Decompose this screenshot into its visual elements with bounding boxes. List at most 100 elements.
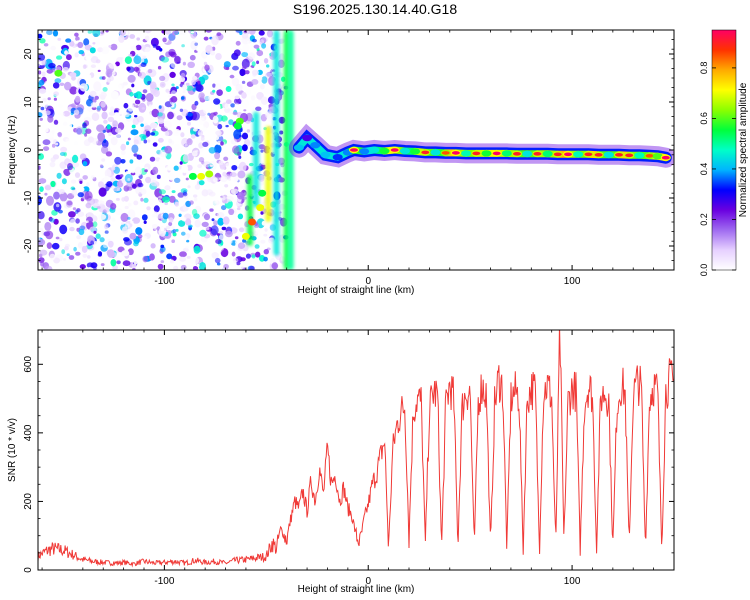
noise-speckle [172, 229, 177, 233]
ridge-peak [390, 148, 399, 152]
spectrogram-blob [54, 69, 63, 77]
noise-speckle [218, 177, 223, 181]
spectrogram-blob [188, 172, 197, 180]
noise-speckle [202, 147, 210, 154]
noise-speckle [120, 143, 126, 151]
noise-speckle [168, 165, 174, 171]
noise-speckle [160, 244, 165, 249]
ridge-peak [661, 155, 670, 160]
noise-speckle [220, 165, 226, 170]
noise-speckle [220, 176, 228, 183]
noise-speckle [58, 104, 63, 108]
noise-speckle [68, 211, 76, 218]
ridge-point [293, 144, 304, 151]
spectrogram-blob [258, 189, 267, 197]
noise-speckle [132, 217, 141, 224]
snr-series-line [38, 330, 674, 568]
noise-speckle [234, 236, 239, 240]
noise-speckle [136, 37, 140, 41]
noise-speckle [180, 72, 186, 79]
noise-speckle [103, 119, 108, 124]
noise-speckle [47, 115, 54, 123]
noise-speckle [148, 104, 153, 109]
noise-speckle [50, 45, 57, 51]
noise-speckle [121, 226, 129, 234]
noise-speckle [153, 205, 160, 213]
noise-speckle [127, 66, 135, 73]
ridge-point [430, 149, 441, 156]
noise-speckle [127, 74, 136, 83]
noise-speckle [264, 228, 268, 232]
noise-speckle [279, 130, 284, 135]
noise-speckle [44, 80, 52, 87]
noise-speckle [240, 266, 244, 270]
noise-speckle [125, 170, 130, 175]
noise-speckle [234, 103, 240, 109]
noise-speckle [228, 239, 233, 245]
noise-speckle [251, 79, 259, 85]
noise-speckle [75, 218, 80, 224]
noise-speckle [77, 192, 85, 198]
noise-speckle [86, 244, 93, 250]
noise-speckle [220, 141, 224, 146]
noise-speckle [266, 30, 274, 38]
noise-speckle [85, 56, 91, 61]
noise-speckle [122, 81, 128, 86]
noise-speckle [51, 143, 56, 148]
noise-speckle [130, 220, 134, 224]
noise-speckle [216, 233, 220, 236]
ridge-peak [421, 150, 430, 155]
noise-speckle [212, 83, 216, 88]
x-tick-label: 100 [564, 276, 581, 287]
noise-speckle [214, 144, 222, 154]
noise-speckle [129, 159, 134, 164]
noise-speckle [238, 155, 242, 159]
noise-speckle [113, 112, 119, 117]
noise-speckle [48, 62, 56, 69]
noise-speckle [124, 205, 129, 210]
noise-speckle [85, 128, 92, 134]
noise-speckle [72, 207, 77, 211]
noise-speckle [203, 61, 208, 66]
noise-speckle [111, 71, 116, 76]
noise-speckle [238, 134, 243, 138]
noise-speckle [230, 188, 239, 195]
noise-speckle [127, 248, 134, 256]
noise-speckle [77, 41, 84, 49]
noise-speckle [253, 227, 260, 235]
noise-speckle [177, 192, 185, 198]
noise-speckle [235, 83, 243, 92]
noise-speckle [149, 253, 155, 261]
noise-speckle [224, 184, 229, 188]
noise-speckle [192, 88, 196, 92]
noise-speckle [149, 81, 157, 90]
noise-speckle [44, 185, 52, 191]
noise-speckle [117, 143, 122, 147]
noise-speckle [193, 127, 198, 132]
noise-speckle [162, 212, 169, 220]
noise-speckle [110, 106, 115, 112]
noise-speckle [253, 44, 260, 49]
noise-speckle [77, 242, 83, 249]
noise-speckle [70, 179, 77, 184]
noise-speckle [134, 115, 138, 118]
noise-speckle [249, 265, 255, 270]
noise-speckle [157, 118, 165, 125]
noise-speckle [174, 177, 181, 183]
noise-speckle [277, 177, 286, 183]
noise-speckle [171, 239, 175, 243]
noise-speckle [90, 56, 99, 64]
noise-speckle [236, 207, 241, 211]
noise-speckle [110, 259, 117, 267]
noise-speckle [175, 49, 184, 55]
noise-speckle [199, 117, 206, 125]
noise-speckle [183, 234, 188, 241]
noise-speckle [146, 206, 151, 211]
noise-speckle [242, 144, 248, 152]
x-tick-label: -100 [154, 276, 174, 287]
noise-speckle [221, 205, 227, 211]
noise-speckle [204, 199, 208, 204]
noise-speckle [133, 153, 138, 157]
ridge-peak [564, 152, 572, 157]
noise-speckle [191, 208, 198, 216]
